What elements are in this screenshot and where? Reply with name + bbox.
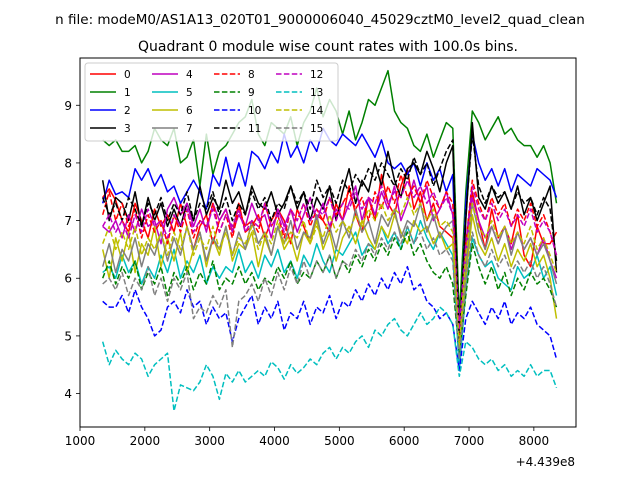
series-line-11	[101, 133, 558, 343]
legend-box	[84, 62, 339, 142]
legend-label-1: 1	[124, 87, 131, 99]
x-tick-label: 6000	[389, 434, 420, 448]
legend-label-11: 11	[248, 123, 261, 135]
x-tick-label: 3000	[194, 434, 225, 448]
legend-label-9: 9	[248, 87, 255, 99]
series-line-4	[102, 179, 558, 326]
series-line-12	[102, 179, 558, 331]
plot-frame	[79, 57, 577, 428]
legend-label-8: 8	[248, 69, 255, 81]
y-tick-label: 5	[64, 329, 72, 343]
y-tick-label: 6	[64, 272, 72, 286]
legend-label-12: 12	[310, 69, 323, 81]
x-tick-label: 1000	[65, 434, 96, 448]
legend-label-7: 7	[186, 123, 193, 135]
legend-label-5: 5	[186, 87, 193, 99]
series-line-3	[101, 121, 558, 360]
legend-label-14: 14	[310, 105, 324, 117]
legend-label-15: 15	[310, 123, 323, 135]
chart-title: Quadrant 0 module wise count rates with …	[138, 39, 518, 55]
legend-label-10: 10	[248, 105, 261, 117]
axes-layer: 1000 2000 3000 4000 5000 6000 7000 8000 4 5 6 7 8 9	[64, 99, 549, 448]
series-line-14	[101, 196, 558, 349]
y-tick-label: 8	[64, 156, 72, 170]
y-tick-label: 9	[64, 99, 72, 113]
x-tick-label: 7000	[454, 434, 485, 448]
series-line-5	[102, 219, 558, 372]
legend-label-6: 6	[186, 105, 193, 117]
series-line-7	[101, 202, 558, 337]
series-layer	[101, 69, 558, 412]
x-tick-label: 4000	[259, 434, 290, 448]
x-axis-offset-label: +4.439e8	[516, 455, 575, 469]
legend-label-0: 0	[124, 69, 131, 81]
x-tick-label: 5000	[324, 434, 355, 448]
figure-suptitle: n file: modeM0/AS1A13_020T01_9000006040_…	[55, 12, 585, 28]
x-tick-label: 8000	[519, 434, 550, 448]
x-tick-label: 2000	[130, 434, 161, 448]
legend-label-13: 13	[310, 87, 323, 99]
series-line-13	[101, 306, 558, 412]
series-line-15	[102, 225, 558, 360]
series-line-10	[102, 265, 558, 372]
y-tick-label: 7	[64, 214, 72, 228]
legend-label-4: 4	[186, 69, 193, 81]
legend-label-2: 2	[124, 105, 131, 117]
y-tick-label: 4	[64, 387, 72, 401]
series-line-8	[101, 173, 558, 337]
legend-label-3: 3	[124, 123, 131, 135]
